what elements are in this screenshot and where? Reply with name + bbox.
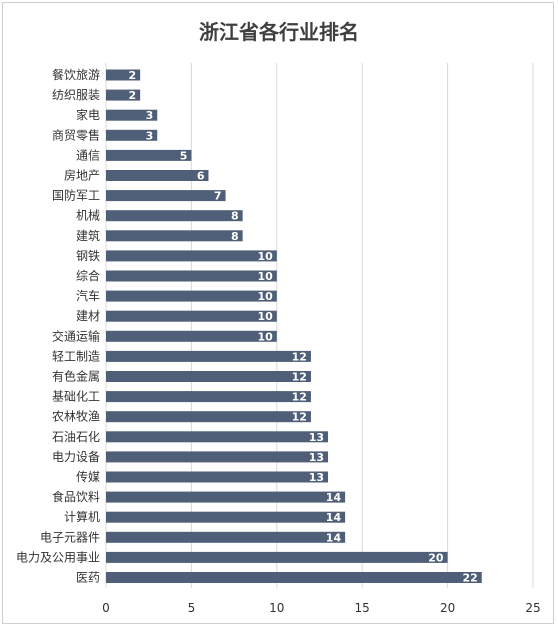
data-label-16: 12 [292, 391, 307, 404]
data-label-19: 13 [309, 451, 324, 464]
x-tick-label-5: 25 [525, 601, 540, 615]
bar-11 [106, 290, 277, 302]
data-label-8: 8 [231, 230, 239, 243]
data-label-10: 10 [257, 270, 273, 283]
category-label-12: 建材 [76, 309, 100, 323]
bar-16 [106, 391, 311, 403]
data-label-9: 10 [257, 250, 273, 263]
category-label-13: 交通运输 [52, 328, 100, 343]
category-label-4: 通信 [76, 148, 100, 162]
data-label-25: 22 [462, 572, 477, 585]
data-label-1: 2 [129, 89, 137, 102]
bar-4 [106, 149, 192, 161]
bar-7 [106, 210, 243, 222]
bar-24 [106, 551, 448, 563]
category-label-10: 综合 [76, 268, 100, 283]
data-label-18: 13 [309, 431, 324, 444]
category-label-17: 农林牧渔 [52, 410, 100, 424]
category-label-19: 电力设备 [52, 450, 100, 464]
bar-8 [106, 230, 243, 242]
data-label-5: 6 [197, 170, 205, 183]
bar-17 [106, 411, 311, 423]
bar-5 [106, 170, 209, 181]
bar-25 [106, 572, 482, 583]
data-label-15: 12 [292, 371, 307, 384]
data-label-12: 10 [257, 310, 273, 323]
data-label-21: 14 [326, 491, 342, 504]
category-label-14: 轻工制造 [52, 349, 100, 363]
x-tick-label-0: 0 [102, 601, 110, 615]
data-label-6: 7 [214, 190, 222, 203]
category-label-0: 餐饮旅游 [52, 67, 100, 82]
data-label-0: 2 [129, 69, 137, 82]
bar-12 [106, 310, 277, 322]
category-label-25: 医药 [76, 571, 100, 585]
data-label-3: 3 [146, 129, 154, 142]
data-label-4: 5 [180, 149, 188, 162]
x-tick-label-3: 15 [355, 601, 370, 615]
bar-18 [106, 431, 329, 443]
category-label-5: 房地产 [64, 168, 100, 183]
bar-6 [106, 190, 226, 202]
data-label-17: 12 [292, 411, 307, 424]
category-label-18: 石油石化 [52, 430, 100, 444]
bar-21 [106, 491, 346, 503]
data-label-20: 13 [309, 471, 324, 484]
category-label-9: 钢铁 [76, 249, 100, 263]
bar-2 [106, 109, 158, 121]
category-label-15: 有色金属 [52, 369, 100, 384]
category-label-8: 建筑 [76, 228, 100, 243]
category-label-22: 计算机 [64, 509, 100, 524]
data-label-11: 10 [257, 290, 273, 303]
data-label-23: 14 [326, 531, 342, 544]
bar-22 [106, 511, 346, 523]
category-label-21: 食品饮料 [52, 489, 100, 504]
x-tick-label-4: 20 [440, 601, 455, 615]
data-label-22: 14 [326, 511, 342, 524]
bar-3 [106, 129, 158, 141]
data-label-14: 12 [292, 350, 307, 363]
bar-13 [106, 330, 277, 342]
x-tick-label-2: 10 [269, 601, 284, 615]
data-label-7: 8 [231, 210, 239, 223]
category-label-1: 纺织服装 [52, 88, 100, 102]
bar-1 [106, 89, 141, 101]
category-label-23: 电子元器件 [40, 530, 100, 544]
data-label-13: 10 [257, 330, 273, 343]
category-label-2: 家电 [76, 107, 100, 122]
category-label-6: 国防军工 [52, 188, 100, 203]
category-label-16: 基础化工 [52, 390, 100, 404]
category-label-11: 汽车 [76, 288, 100, 303]
bar-10 [106, 270, 277, 282]
chart-title: 浙江省各行业排名 [199, 20, 359, 44]
category-label-24: 电力及公用事业 [16, 550, 100, 564]
data-label-2: 3 [146, 109, 154, 122]
bar-19 [106, 451, 329, 463]
category-label-20: 传媒 [76, 469, 100, 484]
bar-23 [106, 531, 346, 543]
bar-20 [106, 471, 329, 483]
category-label-7: 机械 [76, 208, 100, 223]
bar-14 [106, 350, 311, 362]
bar-0 [106, 69, 141, 81]
bar-15 [106, 371, 311, 382]
bar-9 [106, 250, 277, 262]
data-label-24: 20 [428, 551, 444, 564]
category-label-3: 商贸零售 [52, 127, 100, 142]
x-tick-label-1: 5 [188, 601, 196, 615]
